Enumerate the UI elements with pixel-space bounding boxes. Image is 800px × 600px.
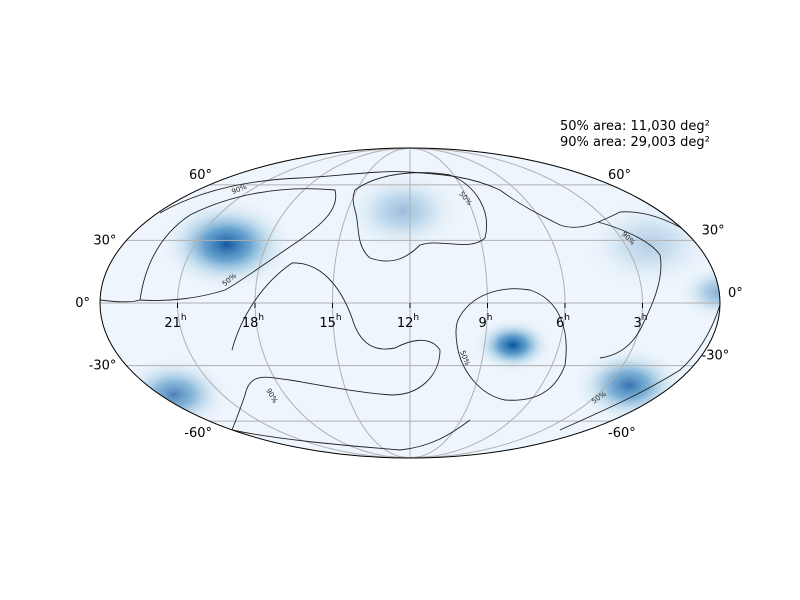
contour-90-north: [159, 171, 701, 241]
contour-90-south: [231, 419, 471, 451]
area-90-label: 90% area: 29,003 deg²: [560, 135, 710, 150]
dec-tick-label-right: -60°: [608, 426, 636, 441]
contour-50-southeast-blob: [455, 288, 567, 401]
dec-tick-label-right: 30°: [702, 223, 725, 238]
contour-90-middle: [231, 262, 441, 431]
dec-tick-label-right: -30°: [702, 349, 730, 364]
dec-tick-label-right: 60°: [608, 168, 631, 183]
dec-tick-label-left: 30°: [93, 233, 116, 248]
contour-90-east: [597, 221, 662, 359]
dec-tick-label-left: -60°: [184, 426, 212, 441]
probability-blob: [573, 347, 685, 424]
probability-blob: [342, 169, 464, 253]
credible-contours: [100, 171, 720, 451]
sky-ellipse-outline: [99, 147, 721, 459]
dec-tick-label-right: 0°: [728, 286, 743, 301]
dec-tick-label-left: -30°: [89, 359, 117, 374]
probability-blob: [474, 318, 552, 372]
area-50-label: 50% area: 11,030 deg²: [560, 119, 710, 134]
dec-tick-labels: 60° 30° 0° -30° -60° 60° 30° 0° -30° -60°: [75, 168, 743, 441]
contour-50-southeast: [559, 304, 720, 431]
dec-tick-label-left: 0°: [75, 296, 90, 311]
dec-tick-label-left: 60°: [189, 168, 212, 183]
contour-50-northwest: [139, 188, 337, 301]
contour-50-west-edge: [100, 299, 141, 303]
contour-50-north: [352, 172, 487, 262]
